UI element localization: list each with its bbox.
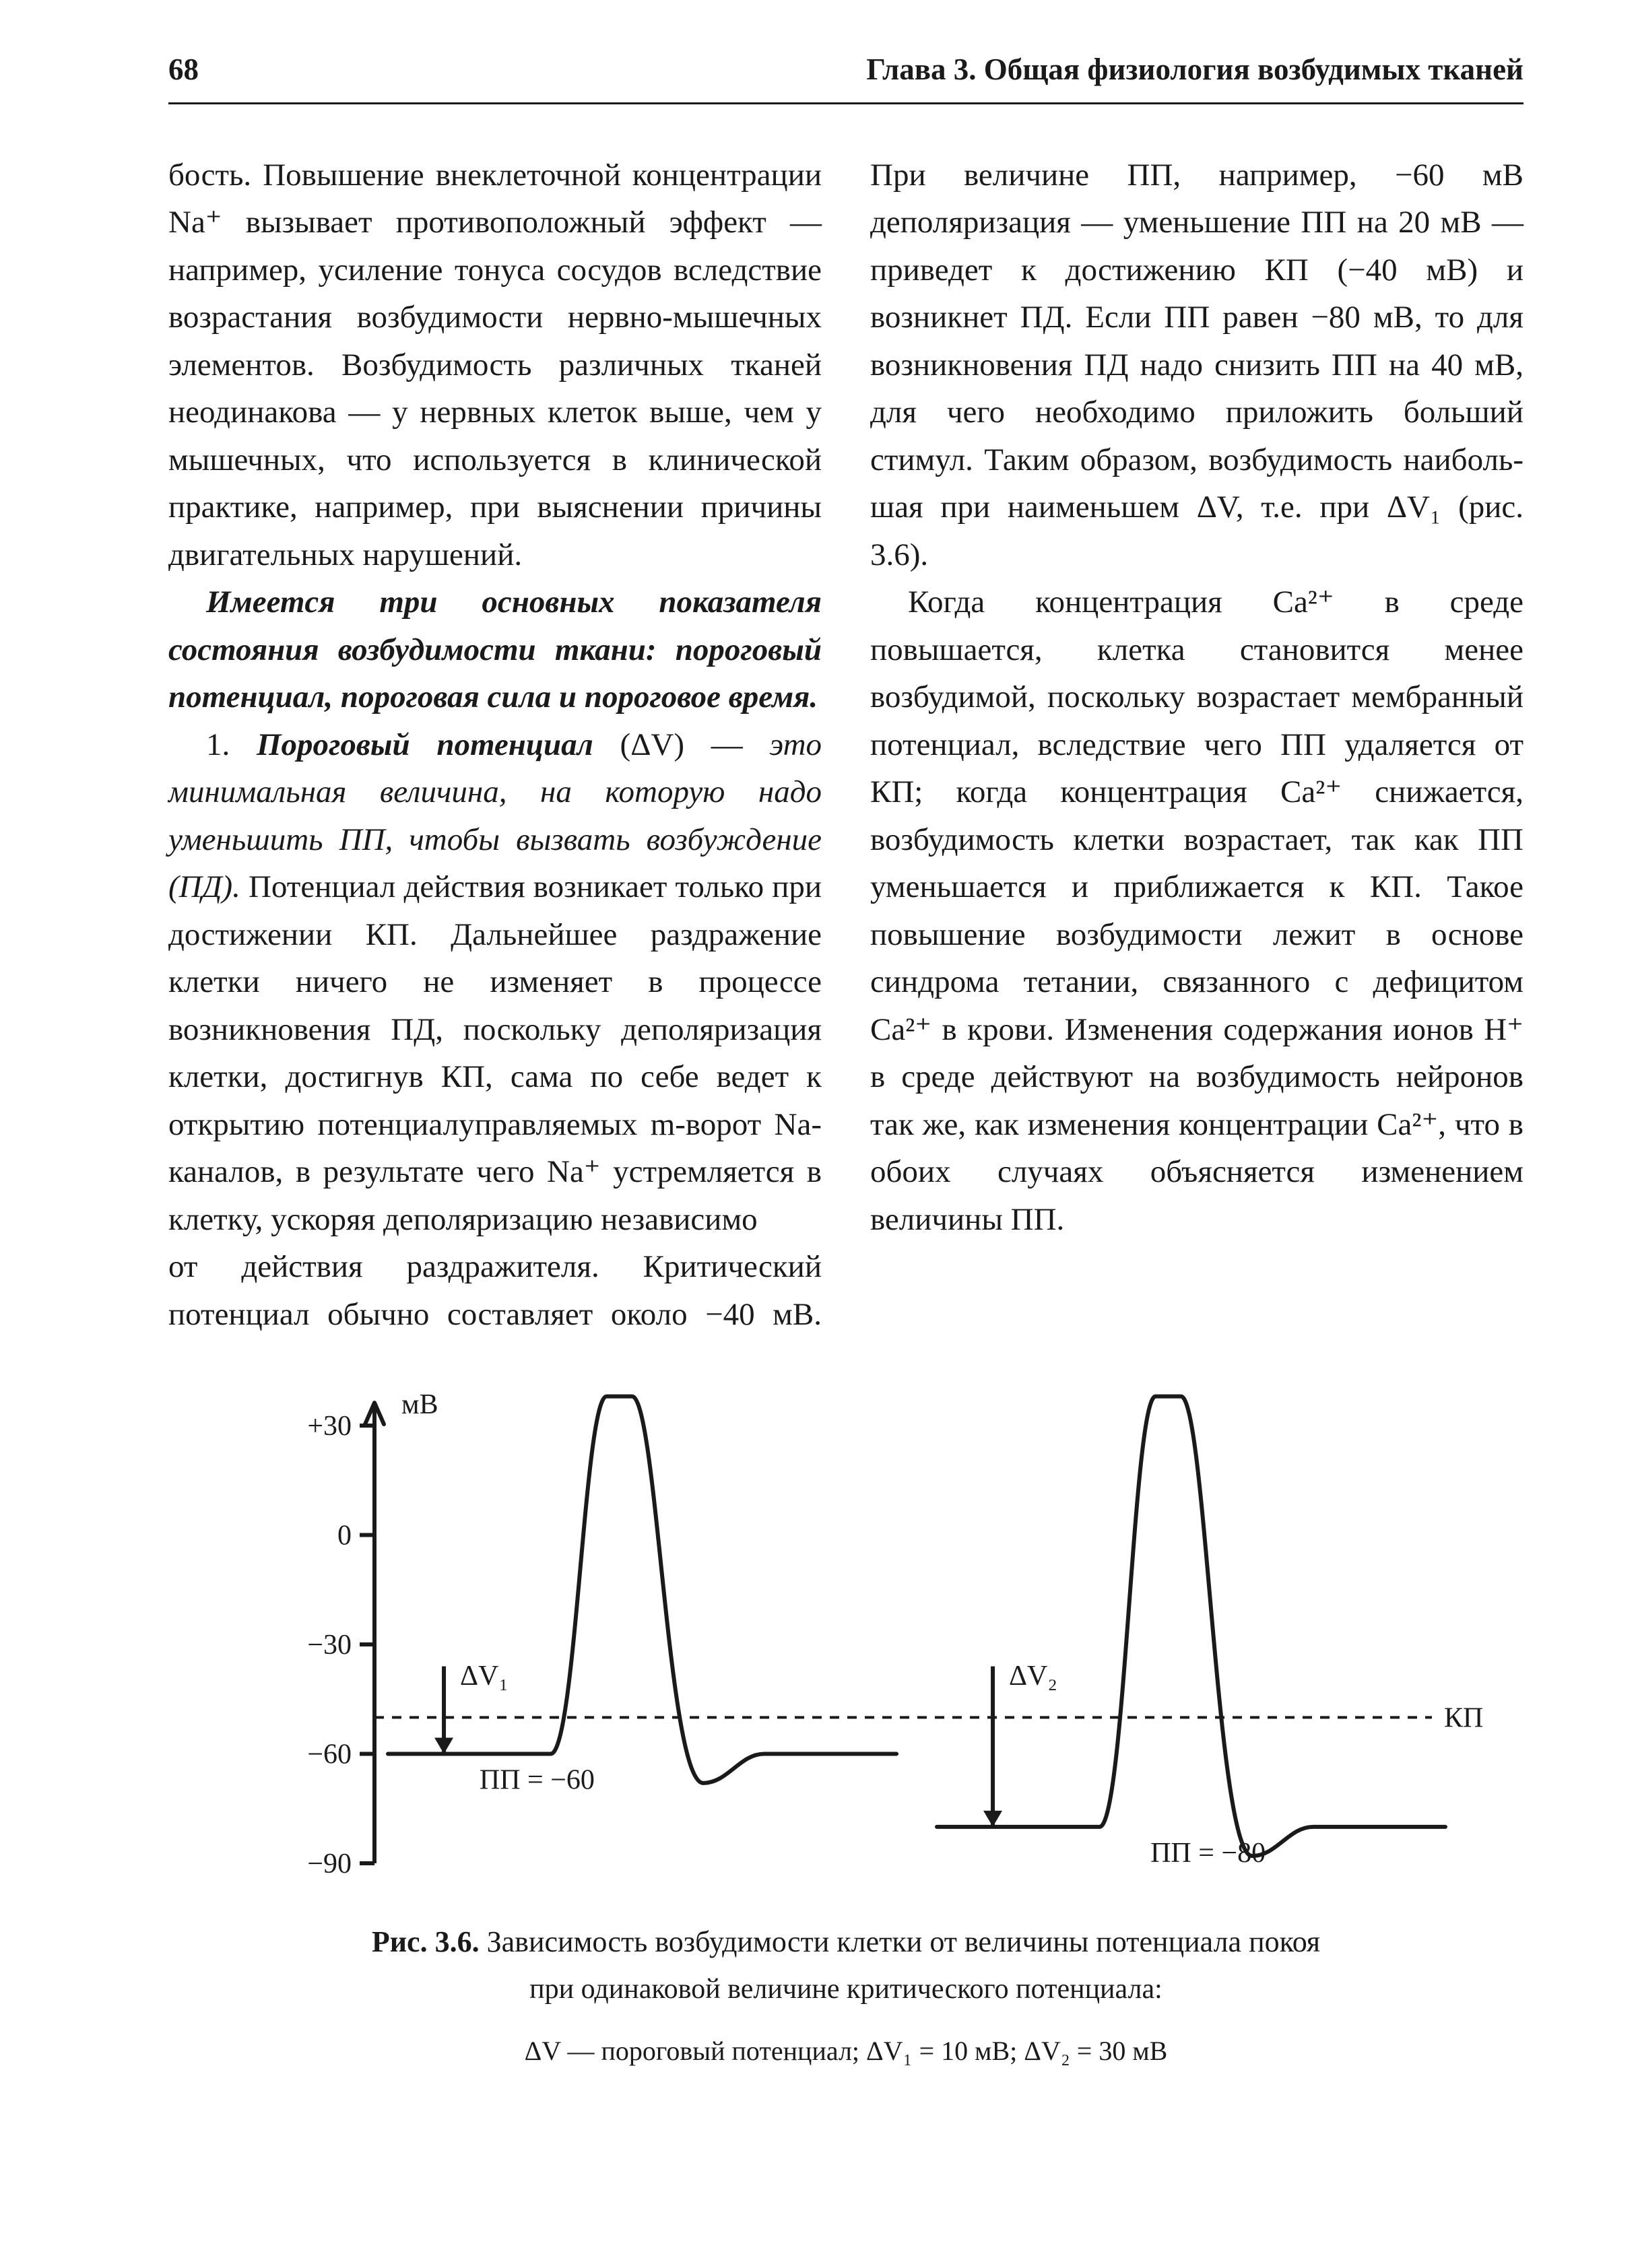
p3-leadnum: 1. <box>206 727 257 762</box>
figure-caption-text: Зависимость возбудимости клетки от велич… <box>480 1925 1321 1958</box>
figure-3-6: мВ+300−30−60−90КПΔV₁ΔV₂ПП = −60ПП = −80 … <box>168 1378 1524 2071</box>
svg-text:ΔV₁: ΔV₁ <box>460 1661 509 1692</box>
paragraph-1: бость. Повышение внеклеточной кон­центра… <box>168 152 822 579</box>
p3-lead: Пороговый потенциал <box>257 727 593 762</box>
svg-text:+30: +30 <box>307 1411 352 1442</box>
page-number: 68 <box>168 47 199 93</box>
svg-text:−30: −30 <box>307 1630 352 1661</box>
figure-caption: Рис. 3.6. Зависимость возбудимости клетк… <box>168 1920 1524 1964</box>
figure-legend: ΔV — пороговый потенциал; ΔV₁ = 10 мВ; Δ… <box>168 2031 1524 2071</box>
paragraph-2: Имеется три основных показателя состояни… <box>168 578 822 721</box>
p3-sym: (ΔV) — <box>593 727 770 762</box>
figure-svg: мВ +30 0 −30 −60 −90 КП ΔV₁ ΔV₂ ПП = −60 ПП = −80 <box>206 1378 1486 1904</box>
p3-body: Потенциал действия возникает только при … <box>168 869 822 1237</box>
paragraph-3: 1. Пороговый потенциал (ΔV) — это минима… <box>168 721 822 1244</box>
svg-text:мВ: мВ <box>401 1389 438 1420</box>
figure-subcaption: при одинаковой величине критического пот… <box>168 1968 1524 2011</box>
svg-text:−60: −60 <box>307 1739 352 1770</box>
svg-text:0: 0 <box>337 1521 352 1552</box>
figure-caption-lead: Рис. 3.6. <box>372 1925 480 1958</box>
chapter-title: Глава 3. Общая физиология возбудимых тка… <box>866 47 1524 93</box>
page: 68 Глава 3. Общая физиология возбудимых … <box>0 0 1638 2268</box>
svg-text:−90: −90 <box>307 1848 352 1879</box>
text-columns: бость. Повышение внеклеточной кон­центра… <box>168 152 1524 1339</box>
svg-text:ΔV₂: ΔV₂ <box>1009 1661 1057 1692</box>
svg-text:КП: КП <box>1444 1702 1483 1733</box>
svg-text:ПП = −80: ПП = −80 <box>1150 1838 1266 1869</box>
running-head: 68 Глава 3. Общая физиология возбудимых … <box>168 47 1524 104</box>
paragraph-5: Когда концентрация Ca²⁺ в среде повышает… <box>870 578 1524 1243</box>
svg-text:ПП = −60: ПП = −60 <box>480 1765 595 1796</box>
